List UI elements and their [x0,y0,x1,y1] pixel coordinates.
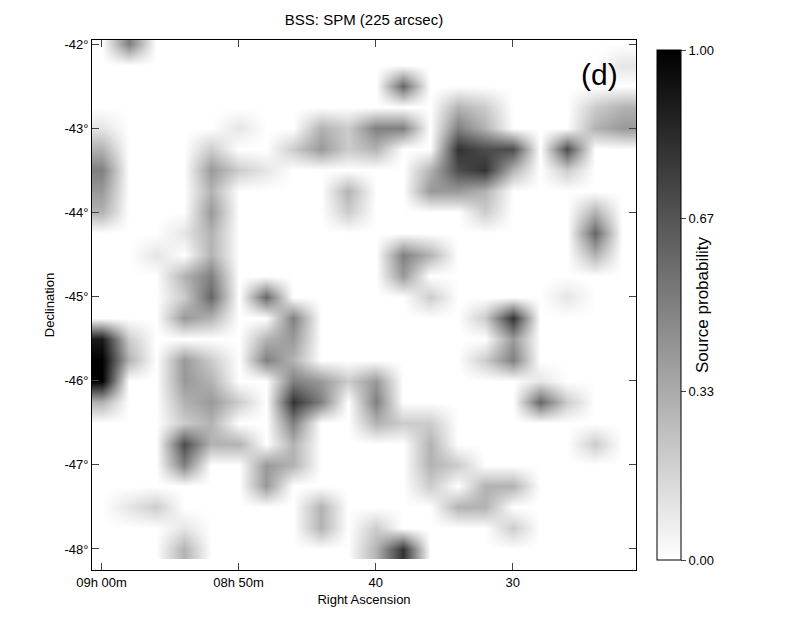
svg-text:08h 50m: 08h 50m [213,575,264,590]
svg-text:BSS: SPM (225 arcsec): BSS: SPM (225 arcsec) [285,11,443,28]
svg-text:Source probability: Source probability [693,236,712,373]
svg-text:0.33: 0.33 [689,384,714,399]
svg-text:-46°: -46° [64,373,88,388]
svg-text:Declination: Declination [42,273,57,337]
svg-text:09h 00m: 09h 00m [76,575,127,590]
svg-text:(d): (d) [581,58,618,91]
svg-text:-42°: -42° [64,37,88,52]
svg-text:40: 40 [368,575,382,590]
svg-text:-45°: -45° [64,289,88,304]
svg-text:Right Ascension: Right Ascension [317,592,410,607]
svg-text:0.67: 0.67 [689,211,714,226]
svg-text:0.00: 0.00 [689,553,714,568]
svg-text:-48°: -48° [64,542,88,557]
svg-text:30: 30 [505,575,519,590]
svg-text:-44°: -44° [64,205,88,220]
svg-text:-47°: -47° [64,457,88,472]
svg-text:1.00: 1.00 [689,43,714,58]
svg-text:-43°: -43° [64,121,88,136]
